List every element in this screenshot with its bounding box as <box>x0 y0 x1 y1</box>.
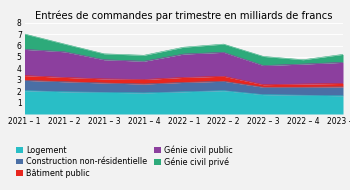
Legend: Logement, Construction non-résidentielle, Bâtiment public, Génie civil public, G: Logement, Construction non-résidentielle… <box>16 145 233 178</box>
Title: Entrées de commandes par trimestre en milliards de francs: Entrées de commandes par trimestre en mi… <box>35 10 332 21</box>
